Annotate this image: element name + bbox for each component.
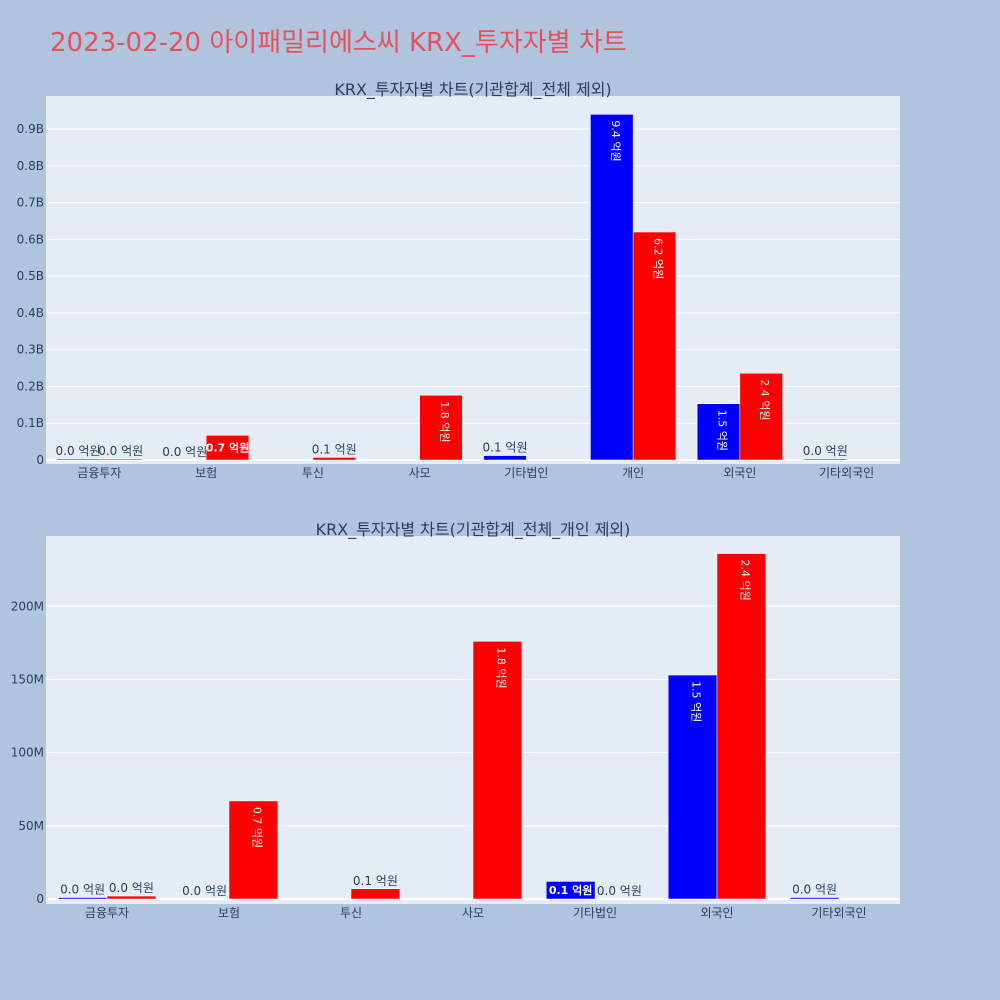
- x-tick-label: 금융투자: [77, 466, 121, 480]
- x-tick-label: 기타법인: [504, 466, 548, 480]
- data-label: 0.0 억원: [56, 444, 101, 458]
- data-label: 0.7 억원: [206, 441, 250, 455]
- data-label: 0.0 억원: [182, 884, 227, 898]
- x-tick-label: 투신: [302, 466, 324, 480]
- data-label: 1.5 억원: [716, 410, 729, 451]
- data-label: 0.1 억원: [483, 441, 528, 455]
- data-label: 0.0 억원: [98, 444, 143, 458]
- y-tick-label: 0.6B: [17, 232, 44, 246]
- y-tick-label: 0.4B: [17, 306, 44, 320]
- data-label: 0.0 억원: [792, 883, 837, 897]
- data-label: 1.8 억원: [494, 647, 507, 688]
- bar: [107, 896, 156, 899]
- data-label: 9.4 억원: [609, 120, 622, 161]
- data-label: 0.7 억원: [250, 807, 263, 848]
- y-tick-label: 0.8B: [17, 159, 44, 173]
- x-tick-label: 외국인: [723, 466, 756, 480]
- chart-top: KRX_투자자별 차트(기관합계_전체 제외) 0 0.1B 0.2B 0.3B 0.4…: [17, 80, 900, 480]
- x-tick-label: 사모: [462, 906, 484, 920]
- data-label: 0.0 억원: [60, 883, 105, 897]
- x-tick-label: 개인: [622, 466, 644, 480]
- bar: [590, 114, 633, 460]
- bar: [351, 889, 400, 899]
- data-label: 0.1 억원: [549, 883, 593, 897]
- chart-bottom-title: KRX_투자자별 차트(기관합계_전체_개인 제외): [316, 520, 631, 540]
- data-label: 0.0 억원: [162, 445, 207, 459]
- x-tick-label: 금융투자: [85, 906, 129, 920]
- y-tick-label: 50M: [18, 819, 44, 833]
- data-label: 1.8 억원: [438, 401, 451, 442]
- x-tick-label: 사모: [409, 466, 431, 480]
- y-tick-label: 0: [36, 453, 44, 467]
- y-tick-label: 0: [36, 892, 44, 906]
- y-tick-label: 0.2B: [17, 379, 44, 393]
- y-tick-label: 0.5B: [17, 269, 44, 283]
- x-tick-label: 기타외국인: [811, 906, 866, 920]
- bar: [717, 554, 766, 899]
- y-tick-label: 0.1B: [17, 416, 44, 430]
- x-tick-label: 기타법인: [573, 906, 617, 920]
- x-tick-label: 투신: [340, 906, 362, 920]
- data-label: 0.0 억원: [597, 884, 642, 898]
- data-label: 2.4 억원: [758, 379, 771, 420]
- data-label: 0.1 억원: [312, 442, 357, 456]
- chart-top-title: KRX_투자자별 차트(기관합계_전체 제외): [334, 80, 611, 100]
- bar: [99, 459, 142, 460]
- x-tick-label: 보험: [195, 466, 217, 480]
- data-label: 0.0 억원: [803, 444, 848, 458]
- data-label: 6.2 억원: [651, 238, 664, 279]
- y-tick-label: 0.3B: [17, 343, 44, 357]
- data-label: 0.1 억원: [353, 874, 398, 888]
- bar: [804, 459, 847, 460]
- y-tick-label: 100M: [11, 746, 44, 760]
- x-tick-label: 보험: [218, 906, 240, 920]
- data-label: 2.4 억원: [738, 560, 751, 601]
- bar: [57, 459, 100, 460]
- bar: [484, 456, 527, 460]
- chart-bottom: KRX_투자자별 차트(기관합계_전체_개인 제외) 0 50M 100M 150M 2…: [11, 520, 900, 920]
- y-tick-label: 0.9B: [17, 122, 44, 136]
- data-label: 1.5 억원: [690, 681, 703, 722]
- x-tick-label: 외국인: [700, 906, 733, 920]
- y-tick-label: 150M: [11, 672, 44, 686]
- data-label: 0.0 억원: [109, 881, 154, 895]
- bar: [313, 457, 356, 460]
- bar: [790, 898, 839, 899]
- bar: [58, 898, 107, 899]
- y-tick-label: 0.7B: [17, 196, 44, 210]
- x-tick-label: 기타외국인: [819, 466, 874, 480]
- y-tick-label: 200M: [11, 599, 44, 613]
